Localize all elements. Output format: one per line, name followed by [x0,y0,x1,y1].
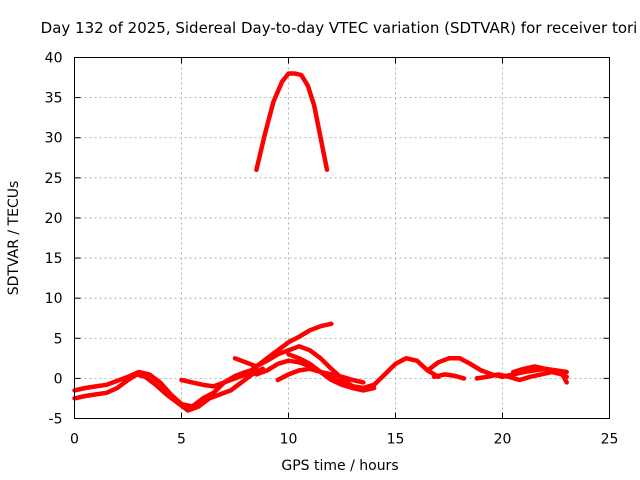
series-line-sat-arc-g [286,352,377,393]
series-group [72,71,569,413]
series-line-sat-arc-a [72,366,259,409]
y-axis-label: SDTVAR / TECUs [6,181,22,296]
x-tick-label: 20 [494,432,512,448]
x-axis-label: GPS time / hours [281,458,398,474]
series-line-sat-arc-b [72,366,266,413]
series-line-sat-arc-i [431,372,467,381]
series-line-sat-arc-high [254,71,330,173]
series-line-sat-arc-e [254,356,441,391]
y-tick-label: 15 [45,251,63,267]
ticks: 0 5 10 15 20 25 -5 0 5 10 15 20 25 30 35 40 [45,51,619,448]
y-tick-label: 0 [54,371,63,387]
x-tick-label: 25 [601,432,619,448]
grid [74,57,610,419]
x-tick-label: 0 [70,432,79,448]
y-tick-label: 35 [45,91,63,107]
y-tick-label: 40 [45,51,63,67]
x-tick-label: 5 [177,432,186,448]
series-line-sat-arc-c [179,321,334,389]
y-tick-label: 5 [54,331,63,347]
x-tick-label: 15 [387,432,405,448]
plot-frame [74,57,610,419]
y-tick-label: 30 [45,131,63,147]
y-tick-label: 20 [45,211,63,227]
y-tick-label: -5 [49,412,63,428]
series-line-sat-arc-k [510,364,569,380]
x-tick-label: 10 [280,432,298,448]
y-tick-label: 10 [45,291,63,307]
chart-title: Day 132 of 2025, Sidereal Day-to-day VTE… [41,19,638,37]
y-tick-label: 25 [45,171,63,187]
